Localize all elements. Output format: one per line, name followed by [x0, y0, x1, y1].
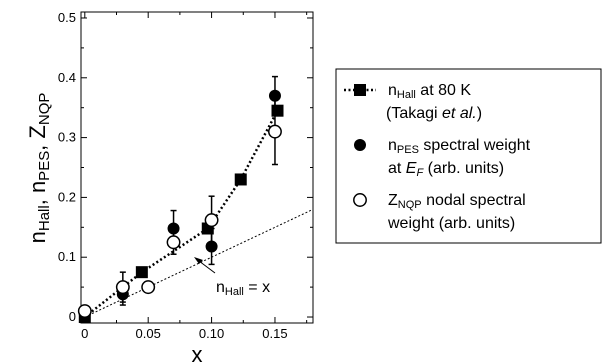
- legend-label: weight (arb. units): [387, 215, 515, 232]
- legend-entry: nHall​ at 80 K (Takagi et al.): [344, 82, 482, 122]
- legend-marker: [354, 84, 366, 96]
- annotation-arrow: [198, 260, 216, 274]
- legend-box: [335, 68, 602, 244]
- legend-entry: nPES​ spectral weight at EF​ (arb. units): [354, 137, 531, 179]
- legend: nHall​ at 80 K (Takagi et al.) nPES​ spec…: [344, 82, 531, 232]
- data-point: [167, 222, 180, 235]
- legend-label: nPES​ spectral weight: [388, 137, 531, 156]
- y-tick-label: 0.2: [58, 189, 76, 204]
- annotation-arrowhead: [194, 257, 203, 264]
- axis-ticks: 0 0.1 0.2 0.3 0.4 0.5 0 0.05 0.10 0.15: [58, 10, 313, 341]
- legend-label: at EF​ (arb. units): [388, 160, 504, 179]
- data-point: [268, 124, 282, 139]
- reference-annotation: nHall​ = x: [194, 257, 270, 298]
- y-tick-label: 0.5: [58, 10, 76, 25]
- y-axis-title: nHall​, nPES​, ZNQP​: [25, 93, 53, 244]
- y-tick-label: 0.4: [58, 70, 76, 85]
- x-tick-label: 0: [81, 326, 88, 341]
- x-tick-label: 0.05: [136, 326, 161, 341]
- y-tick-label: 0: [69, 309, 76, 324]
- x-axis-title: x: [192, 342, 203, 364]
- legend-label: (Takagi et al.): [386, 105, 482, 122]
- annotation-label: nHall​ = x: [216, 279, 270, 298]
- data-point: [141, 280, 156, 295]
- data-point: [77, 304, 92, 318]
- legend-marker: [354, 139, 366, 151]
- legend-marker: [353, 193, 367, 207]
- legend-entry: ZNQP​ nodal spectral weight (arb. units): [353, 192, 526, 232]
- series-2: [77, 97, 282, 318]
- y-tick-label: 0.3: [58, 130, 76, 145]
- legend-label: nHall​ at 80 K: [388, 82, 471, 101]
- data-series: [77, 75, 284, 324]
- legend-label: ZNQP​ nodal spectral: [388, 192, 526, 211]
- data-point: [135, 266, 148, 279]
- axis-titles: x nHall​, nPES​, ZNQP​: [25, 93, 203, 364]
- plot-frame: [80, 11, 314, 324]
- x-tick-label: 0.10: [199, 326, 224, 341]
- x-tick-label: 0.15: [262, 326, 287, 341]
- data-point: [204, 213, 219, 228]
- y-tick-label: 0.1: [58, 249, 76, 264]
- data-point: [234, 173, 247, 186]
- data-point: [115, 280, 130, 295]
- data-point: [166, 235, 181, 250]
